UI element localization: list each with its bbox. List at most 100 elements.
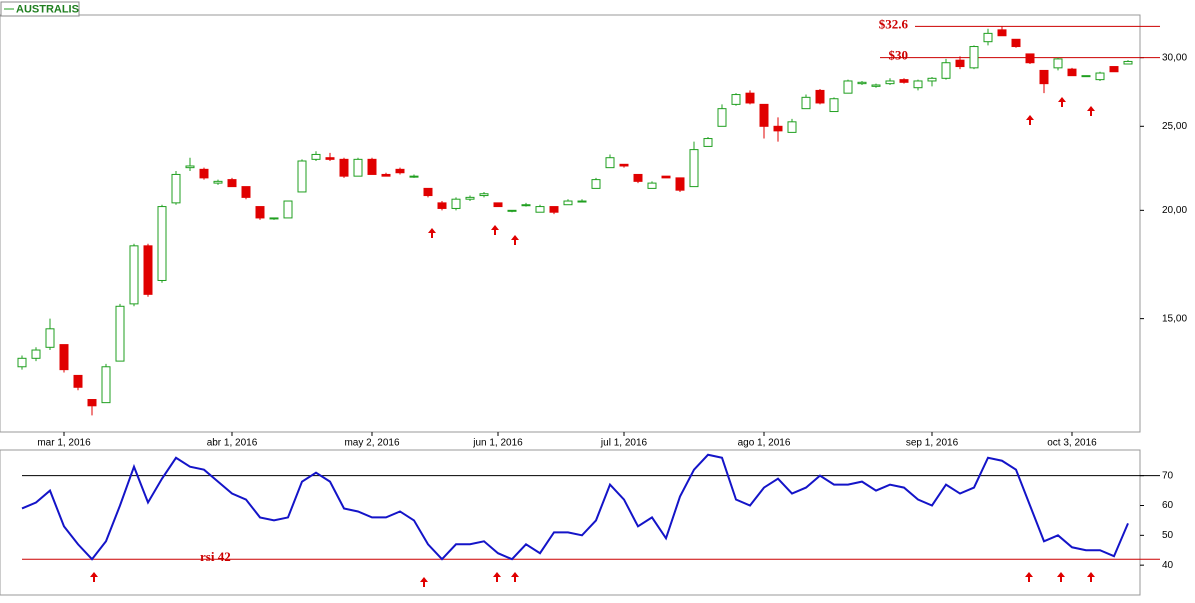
candle-body <box>143 245 153 295</box>
candle-body <box>507 209 517 212</box>
candle-body <box>857 81 867 85</box>
candle-body <box>213 180 223 184</box>
arrow <box>1087 572 1095 582</box>
candle-body <box>59 344 69 371</box>
y-tick-label: 50 <box>1162 530 1174 541</box>
candle-body <box>479 193 489 197</box>
candle-body <box>493 202 503 208</box>
candle-body <box>899 79 909 83</box>
candle-body <box>801 96 811 110</box>
h-line-label: $32.6 <box>879 16 909 31</box>
candle-body <box>535 206 545 213</box>
arrow <box>1087 106 1095 116</box>
candle-body <box>451 198 461 209</box>
candle-body <box>1039 69 1049 85</box>
candle-body <box>339 158 349 177</box>
candle-body <box>997 29 1007 37</box>
price-panel <box>0 14 1141 433</box>
candle-body <box>269 217 279 220</box>
candle-body <box>955 59 965 68</box>
y-tick-label: 25,00 <box>1162 121 1187 132</box>
candle-body <box>45 328 55 348</box>
candle-body <box>717 108 727 127</box>
candle-body <box>983 32 993 43</box>
arrow <box>511 572 519 582</box>
x-tick-label: oct 3, 2016 <box>1047 438 1097 449</box>
candle-body <box>773 125 783 132</box>
candle-body <box>437 202 447 209</box>
candle-body <box>17 357 27 368</box>
candle-body <box>1123 60 1133 65</box>
x-tick-label: abr 1, 2016 <box>207 438 258 449</box>
arrow <box>420 577 428 587</box>
candle-body <box>73 374 83 388</box>
arrow <box>1057 572 1065 582</box>
candle-body <box>297 160 307 193</box>
rsi-panel <box>0 449 1141 596</box>
arrow <box>511 235 519 245</box>
candle-body <box>311 153 321 160</box>
arrow <box>428 228 436 238</box>
arrow <box>1058 97 1066 107</box>
candle-body <box>185 165 195 169</box>
candle-body <box>1067 68 1077 77</box>
candle-body <box>87 399 97 407</box>
candle-body <box>633 173 643 182</box>
candle-body <box>647 182 657 189</box>
candle-body <box>577 200 587 203</box>
candle-body <box>619 163 629 167</box>
candle-body <box>941 62 951 79</box>
candle-body <box>605 157 615 169</box>
candle-body <box>871 84 881 87</box>
y-tick-label: 20,00 <box>1162 205 1187 216</box>
candle-body <box>157 206 167 281</box>
signal-arrows <box>90 97 1095 587</box>
x-tick-label: jul 1, 2016 <box>600 438 648 449</box>
candle-body <box>787 121 797 133</box>
candle-body <box>115 305 125 362</box>
candle-body <box>171 173 181 204</box>
rsi-line <box>21 453 1129 561</box>
candle-body <box>591 179 601 189</box>
candle-body <box>129 245 139 305</box>
candle-body <box>381 173 391 177</box>
x-tick-label: ago 1, 2016 <box>738 438 791 449</box>
arrow <box>90 572 98 582</box>
candle-body <box>1109 66 1119 73</box>
x-tick-label: sep 1, 2016 <box>906 438 959 449</box>
candle-body <box>241 186 251 198</box>
candle-body <box>395 168 405 174</box>
candle-body <box>885 80 895 85</box>
candle-body <box>423 187 433 197</box>
y-tick-label: 30,00 <box>1162 52 1187 63</box>
x-tick-label: mar 1, 2016 <box>37 438 91 449</box>
candle-body <box>1025 53 1035 64</box>
candle-body <box>829 98 839 113</box>
candle-body <box>549 206 559 213</box>
x-tick-label: may 2, 2016 <box>344 438 399 449</box>
candle-body <box>325 157 335 160</box>
candle-body <box>1011 38 1021 48</box>
candle-body <box>745 92 755 104</box>
candle-body <box>927 77 937 82</box>
legend-box <box>0 1 80 17</box>
y-tick-label: 15,00 <box>1162 313 1187 324</box>
candle-body <box>731 94 741 105</box>
y-tick-label: 70 <box>1162 470 1174 481</box>
candle-body <box>353 158 363 177</box>
candle-body <box>367 158 377 175</box>
h-line-label: rsi 42 <box>200 549 231 564</box>
candle-body <box>465 196 475 200</box>
candle-body <box>255 206 265 219</box>
candle-body <box>563 200 573 206</box>
h-line-label: $30 <box>889 48 909 63</box>
candle-body <box>703 138 713 147</box>
candle-body <box>521 204 531 207</box>
candle-body <box>101 366 111 404</box>
candle-body <box>283 200 293 219</box>
arrow <box>1026 115 1034 125</box>
x-tick-label: jun 1, 2016 <box>472 438 523 449</box>
candle-body <box>675 177 685 191</box>
arrow <box>493 572 501 582</box>
candle-body <box>969 46 979 69</box>
